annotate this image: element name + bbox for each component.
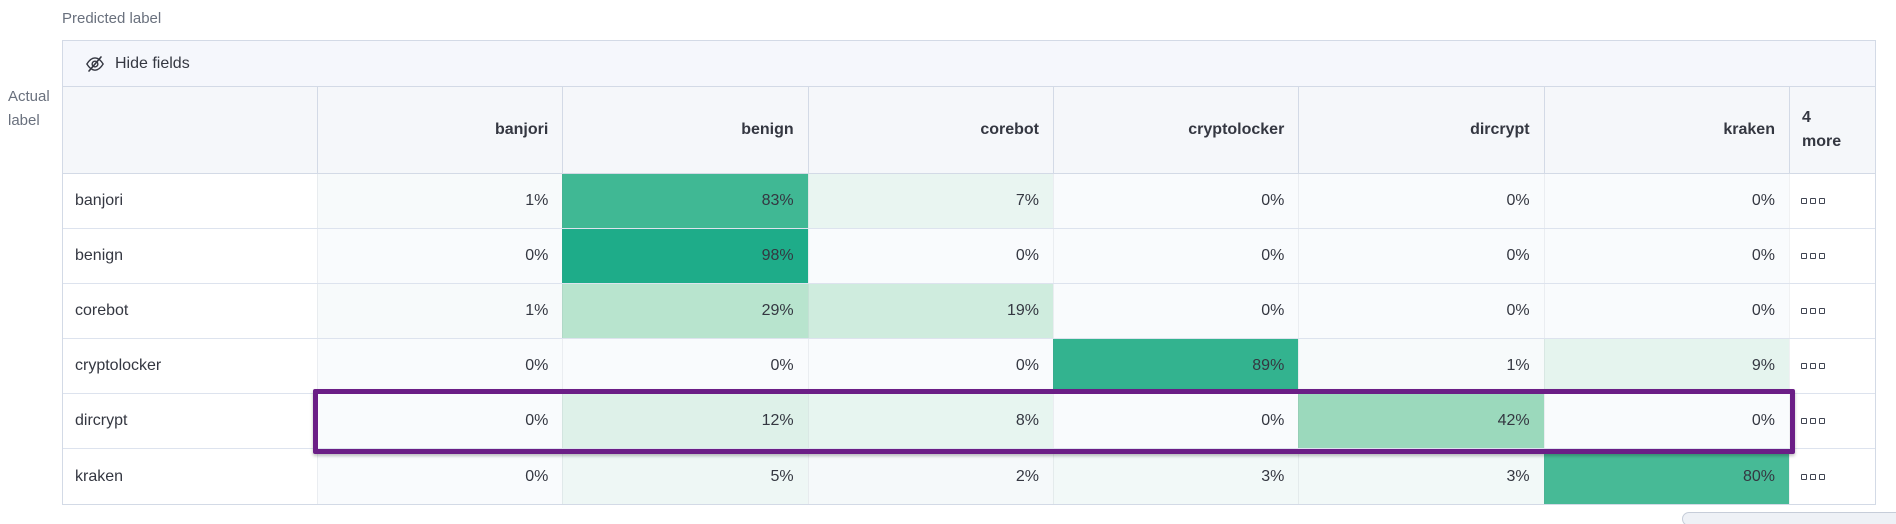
- row-label-banjori: banjori: [63, 174, 317, 228]
- cell-benign-dircrypt: 0%: [1298, 229, 1544, 283]
- cell-cryptolocker-cryptolocker: 89%: [1052, 339, 1299, 393]
- column-header-banjori[interactable]: banjori: [317, 87, 562, 173]
- row-label-dircrypt: dircrypt: [63, 394, 317, 448]
- cell-cryptolocker-corebot: 0%: [807, 339, 1053, 393]
- column-header-more[interactable]: 4 more: [1788, 87, 1875, 173]
- eye-closed-icon: [85, 54, 105, 74]
- cell-corebot-benign: 29%: [562, 284, 808, 338]
- predicted-label-axis-title: Predicted label: [62, 10, 162, 27]
- matrix-row-banjori: banjori 1% 83% 7% 0% 0% 0%: [63, 174, 1875, 229]
- row-overflow-cell: [1788, 174, 1875, 228]
- row-overflow-cell: [1788, 284, 1875, 338]
- hide-fields-button[interactable]: Hide fields: [85, 54, 190, 74]
- boxes-horizontal-icon[interactable]: [1800, 418, 1825, 424]
- cell-dircrypt-benign: 12%: [562, 394, 808, 448]
- grid-body: banjori 1% 83% 7% 0% 0% 0% benign 0% 98% 0% 0% 0% 0% c…: [63, 174, 1875, 504]
- grid-header: banjori benign corebot cryptolocker dircrypt…: [63, 87, 1875, 174]
- cell-corebot-dircrypt: 0%: [1298, 284, 1544, 338]
- row-overflow-cell: [1788, 449, 1875, 504]
- boxes-horizontal-icon[interactable]: [1800, 198, 1825, 204]
- cell-kraken-banjori: 0%: [317, 449, 563, 504]
- column-header-kraken[interactable]: kraken: [1543, 87, 1789, 173]
- cell-kraken-kraken: 80%: [1543, 449, 1789, 504]
- cell-banjori-kraken: 0%: [1543, 174, 1789, 228]
- matrix-row-dircrypt: dircrypt 0% 12% 8% 0% 42% 0%: [63, 394, 1875, 449]
- horizontal-scrollbar-thumb[interactable]: [1682, 512, 1896, 524]
- row-label-cryptolocker: cryptolocker: [63, 339, 317, 393]
- cell-dircrypt-corebot: 8%: [807, 394, 1053, 448]
- grid-toolbar: Hide fields: [63, 41, 1875, 87]
- cell-benign-cryptolocker: 0%: [1052, 229, 1299, 283]
- cell-cryptolocker-benign: 0%: [562, 339, 808, 393]
- cell-corebot-corebot: 19%: [807, 284, 1053, 338]
- row-overflow-cell: [1788, 229, 1875, 283]
- boxes-horizontal-icon[interactable]: [1800, 473, 1825, 480]
- matrix-row-benign: benign 0% 98% 0% 0% 0% 0%: [63, 229, 1875, 284]
- cell-benign-benign: 98%: [562, 229, 808, 283]
- matrix-row-corebot: corebot 1% 29% 19% 0% 0% 0%: [63, 284, 1875, 339]
- row-overflow-cell: [1788, 339, 1875, 393]
- matrix-row-kraken: kraken 0% 5% 2% 3% 3% 80%: [63, 449, 1875, 504]
- cell-corebot-kraken: 0%: [1543, 284, 1789, 338]
- column-header-benign[interactable]: benign: [562, 87, 807, 173]
- column-header-corebot[interactable]: corebot: [807, 87, 1053, 173]
- matrix-row-cryptolocker: cryptolocker 0% 0% 0% 89% 1% 9%: [63, 339, 1875, 394]
- confusion-matrix-grid: Hide fields banjori benign corebot cryptolo…: [62, 40, 1876, 505]
- cell-banjori-benign: 83%: [562, 174, 808, 228]
- cell-dircrypt-banjori: 0%: [317, 394, 563, 448]
- cell-dircrypt-kraken: 0%: [1543, 394, 1789, 448]
- cell-benign-corebot: 0%: [807, 229, 1053, 283]
- row-label-benign: benign: [63, 229, 317, 283]
- cell-cryptolocker-dircrypt: 1%: [1298, 339, 1544, 393]
- cell-kraken-cryptolocker: 3%: [1052, 449, 1299, 504]
- cell-banjori-banjori: 1%: [317, 174, 563, 228]
- hide-fields-label: Hide fields: [115, 54, 190, 72]
- cell-dircrypt-cryptolocker: 0%: [1052, 394, 1299, 448]
- column-header-cryptolocker[interactable]: cryptolocker: [1052, 87, 1298, 173]
- cell-kraken-dircrypt: 3%: [1298, 449, 1544, 504]
- cell-benign-banjori: 0%: [317, 229, 563, 283]
- header-row: banjori benign corebot cryptolocker dircrypt…: [63, 87, 1875, 174]
- cell-cryptolocker-banjori: 0%: [317, 339, 563, 393]
- cell-kraken-benign: 5%: [562, 449, 808, 504]
- cell-cryptolocker-kraken: 9%: [1543, 339, 1789, 393]
- cell-banjori-cryptolocker: 0%: [1052, 174, 1299, 228]
- boxes-horizontal-icon[interactable]: [1800, 253, 1825, 259]
- cell-corebot-cryptolocker: 0%: [1052, 284, 1299, 338]
- cell-banjori-corebot: 7%: [807, 174, 1053, 228]
- actual-label-axis-title: Actual label: [8, 88, 50, 129]
- boxes-horizontal-icon[interactable]: [1800, 363, 1825, 369]
- boxes-horizontal-icon[interactable]: [1800, 308, 1825, 314]
- row-overflow-cell: [1788, 394, 1875, 448]
- column-header-dircrypt[interactable]: dircrypt: [1298, 87, 1543, 173]
- cell-banjori-dircrypt: 0%: [1298, 174, 1544, 228]
- cell-dircrypt-dircrypt: 42%: [1298, 394, 1544, 448]
- cell-kraken-corebot: 2%: [807, 449, 1053, 504]
- cell-corebot-banjori: 1%: [317, 284, 563, 338]
- header-corner-cell: [63, 87, 317, 173]
- row-label-kraken: kraken: [63, 449, 317, 504]
- row-label-corebot: corebot: [63, 284, 317, 338]
- cell-benign-kraken: 0%: [1543, 229, 1789, 283]
